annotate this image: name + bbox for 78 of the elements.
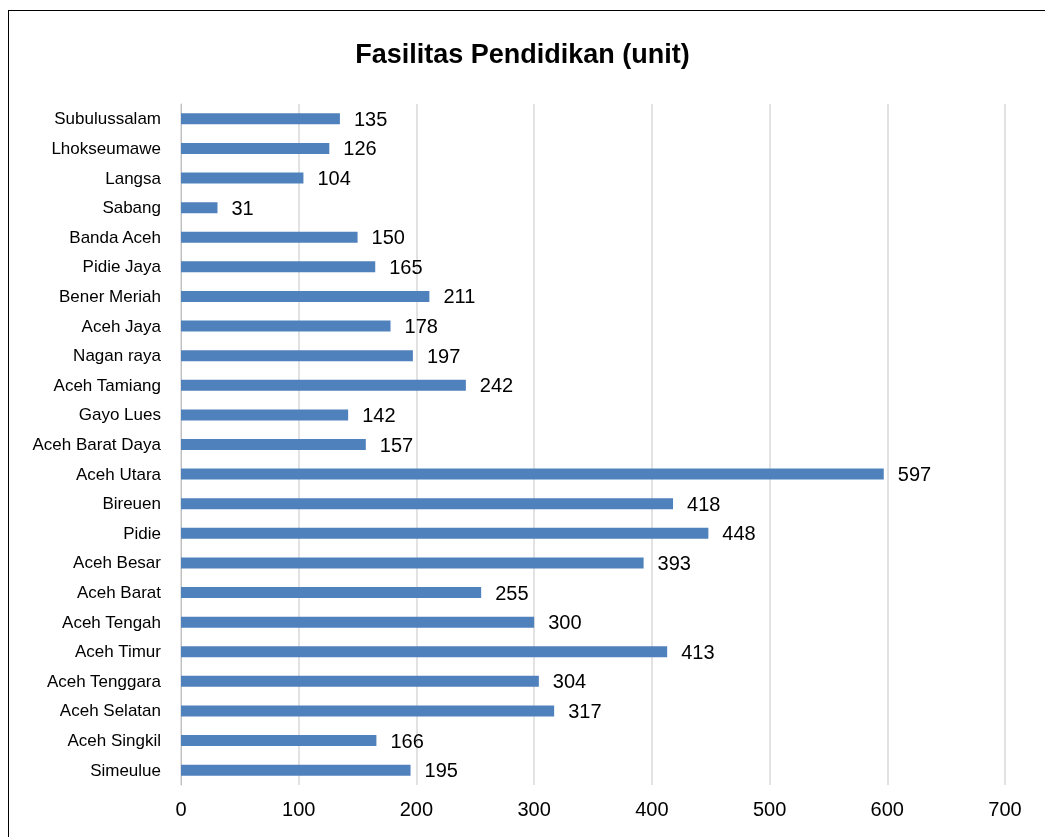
x-tick-label: 300 <box>517 798 551 820</box>
data-label: 195 <box>424 759 458 782</box>
y-tick-label: Aceh Barat Daya <box>32 435 162 454</box>
bar <box>181 409 349 421</box>
bar <box>181 764 411 776</box>
y-tick-label: Pidie Jaya <box>82 257 162 277</box>
data-label: 304 <box>552 670 587 693</box>
y-tick-label: Sabang <box>102 198 161 218</box>
data-label: 597 <box>897 463 932 486</box>
bar <box>181 498 674 510</box>
bar <box>181 290 430 302</box>
bar <box>181 231 358 243</box>
bar <box>181 735 377 747</box>
data-label: 31 <box>231 196 254 219</box>
bar <box>181 527 709 539</box>
bar <box>181 557 644 569</box>
data-label: 242 <box>479 374 514 397</box>
y-tick-label: Simeulue <box>90 760 161 780</box>
y-tick-label: Aceh Tamiang <box>53 375 161 395</box>
bar <box>181 113 340 125</box>
y-tick-label: Aceh Jaya <box>81 316 162 336</box>
data-label: 150 <box>371 226 405 249</box>
x-tick-label: 0 <box>175 798 187 820</box>
y-tick-label: Subulussalam <box>54 109 161 129</box>
bar <box>181 261 376 273</box>
data-label: 448 <box>722 522 756 545</box>
x-tick-label: 400 <box>635 798 669 820</box>
bar <box>181 379 466 391</box>
y-tick-label: Bener Meriah <box>58 286 161 306</box>
y-tick-label: Aceh Tengah <box>62 612 161 632</box>
y-tick-label: Aceh Selatan <box>59 701 161 721</box>
y-tick-label: Banda Aceh <box>69 227 161 247</box>
data-label: 393 <box>657 551 691 574</box>
data-label: 166 <box>390 729 424 752</box>
data-label: 317 <box>568 699 602 722</box>
x-tick-label: 600 <box>870 798 904 820</box>
y-tick-label: Aceh Besar <box>73 553 162 573</box>
bar <box>181 616 535 628</box>
bar <box>181 439 366 450</box>
y-tick-label: Bireuen <box>102 494 161 514</box>
y-tick-label: Aceh Barat <box>76 583 162 603</box>
data-label: 300 <box>548 611 582 634</box>
bar <box>181 320 391 332</box>
x-tick-label: 100 <box>282 798 316 820</box>
y-tick-label: Langsa <box>105 168 162 188</box>
data-label: 135 <box>353 107 388 130</box>
y-tick-label: Lhokseumawe <box>51 138 161 158</box>
bar <box>181 468 884 480</box>
bar <box>181 646 668 658</box>
bar <box>181 675 539 687</box>
x-tick-label: 700 <box>988 798 1022 820</box>
data-label: 418 <box>687 492 721 515</box>
y-tick-label: Aceh Timur <box>75 642 162 662</box>
bar <box>181 142 330 154</box>
data-label: 104 <box>317 167 351 190</box>
y-tick-label: Gayo Lues <box>78 405 161 425</box>
bar <box>181 587 482 599</box>
y-tick-label: Nagan raya <box>73 346 162 366</box>
data-label: 126 <box>343 137 377 160</box>
data-label: 165 <box>389 255 423 278</box>
y-tick-label: Aceh Tenggara <box>46 671 162 691</box>
data-label: 211 <box>443 285 476 308</box>
x-tick-label: 500 <box>752 798 787 820</box>
x-tick-label: 200 <box>399 798 434 820</box>
data-label: 197 <box>426 344 461 367</box>
bar <box>181 172 304 184</box>
bar <box>181 705 555 717</box>
chart-title: Fasilitas Pendidikan (unit) <box>355 38 690 69</box>
y-tick-label: Pidie <box>123 523 161 543</box>
y-tick-label: Aceh Utara <box>75 464 162 484</box>
data-label: 157 <box>379 433 414 456</box>
data-label: 178 <box>404 315 438 338</box>
y-tick-label: Aceh Singkil <box>67 731 161 751</box>
data-label: 255 <box>495 581 529 604</box>
bar <box>181 202 218 214</box>
data-label: 413 <box>681 640 715 663</box>
data-label: 142 <box>362 403 396 426</box>
bar <box>181 350 413 362</box>
